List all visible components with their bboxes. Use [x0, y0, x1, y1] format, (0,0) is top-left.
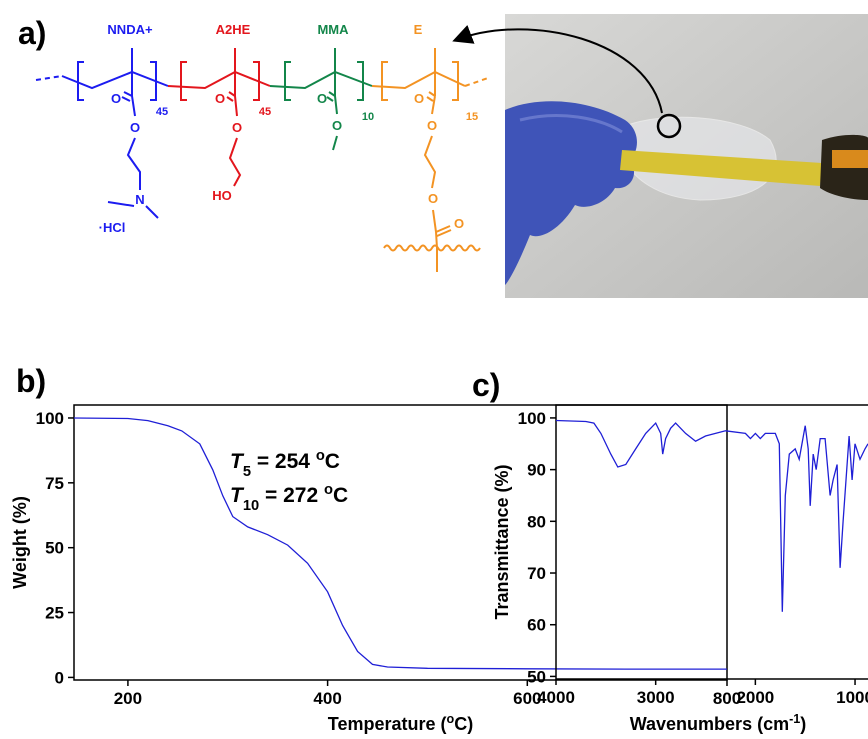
y-tick-label: 0 — [55, 668, 64, 687]
text-part: o — [324, 482, 333, 498]
data-line — [555, 419, 868, 612]
text-part: o — [447, 712, 455, 726]
atom: O — [111, 91, 121, 106]
plot-frame — [555, 404, 868, 680]
atom: O — [414, 91, 424, 106]
repeat-count: 15 — [466, 111, 478, 123]
atom: HO — [212, 188, 232, 203]
y-tick-label: 80 — [527, 512, 546, 531]
panel-label: c) — [472, 367, 500, 403]
y-tick-label: 50 — [527, 667, 546, 686]
atom: O — [427, 118, 437, 133]
structure-labels: NNDA+ A2HE MMA E 45 45 10 15 O O N ·HCl … — [99, 22, 478, 235]
y-tick-label: 60 — [527, 616, 546, 635]
polymer-structure — [35, 48, 489, 272]
x-axis-label: Temperature (oC) — [328, 712, 473, 734]
x-tick-label: 600 — [513, 689, 541, 708]
panel-label: b) — [16, 363, 46, 399]
x-tick-label: 800 — [713, 689, 741, 708]
y-tick-label: 100 — [518, 409, 546, 428]
text-part: ) — [800, 714, 806, 734]
atom: O — [428, 191, 438, 206]
text-part: T — [230, 450, 245, 473]
atom: N — [135, 192, 144, 207]
atom: O — [454, 216, 464, 231]
x-tick-label: 3000 — [637, 688, 675, 707]
repeat-count: 45 — [259, 106, 271, 118]
y-axis-label: Transmittance (%) — [492, 464, 512, 619]
text-part: Temperature ( — [328, 714, 447, 734]
monomer-label: MMA — [317, 22, 349, 37]
text-part: C) — [454, 714, 473, 734]
x-axis-label: Wavenumbers (cm-1) — [630, 712, 807, 734]
x-tick-label: 2000 — [736, 688, 774, 707]
atom: O — [317, 91, 327, 106]
text-part: o — [316, 448, 325, 464]
monomer-label: E — [414, 22, 423, 37]
arrow — [452, 24, 663, 114]
x-tick-label: 400 — [313, 689, 341, 708]
text-part: -1 — [789, 712, 800, 726]
y-tick-label: 70 — [527, 564, 546, 583]
y-tick-label: 25 — [45, 604, 64, 623]
repeat-count: 45 — [156, 106, 168, 118]
atom: O — [232, 120, 242, 135]
photo — [505, 14, 868, 298]
monomer-label: A2HE — [216, 22, 251, 37]
text-part: C — [333, 484, 348, 507]
text-part: T — [230, 484, 245, 507]
text-part: 10 — [243, 498, 259, 514]
x-tick-label: 1000 — [836, 688, 868, 707]
data-line — [73, 417, 727, 670]
annotation: T5 = 254 oC — [230, 448, 340, 480]
text-part: = 254 — [251, 450, 316, 473]
repeat-count: 10 — [362, 111, 374, 123]
y-tick-label: 50 — [45, 539, 64, 558]
text-part: 5 — [243, 464, 251, 480]
plot-frame — [73, 404, 728, 681]
atom: ·HCl — [99, 220, 126, 235]
y-tick-label: 90 — [527, 461, 546, 480]
y-tick-label: 100 — [36, 409, 64, 428]
atom: O — [130, 120, 140, 135]
y-tick-label: 75 — [45, 474, 64, 493]
x-tick-label: 4000 — [537, 688, 575, 707]
atom: O — [332, 118, 342, 133]
panel-label: a) — [18, 15, 46, 51]
atom: O — [215, 91, 225, 106]
text-part: = 272 — [259, 484, 324, 507]
monomer-label: NNDA+ — [107, 22, 153, 37]
y-axis-label: Weight (%) — [10, 496, 30, 589]
annotation: T10 = 272 oC — [230, 482, 348, 514]
x-tick-label: 200 — [114, 689, 142, 708]
text-part: Wavenumbers (cm — [630, 714, 789, 734]
text-part: C — [325, 450, 340, 473]
